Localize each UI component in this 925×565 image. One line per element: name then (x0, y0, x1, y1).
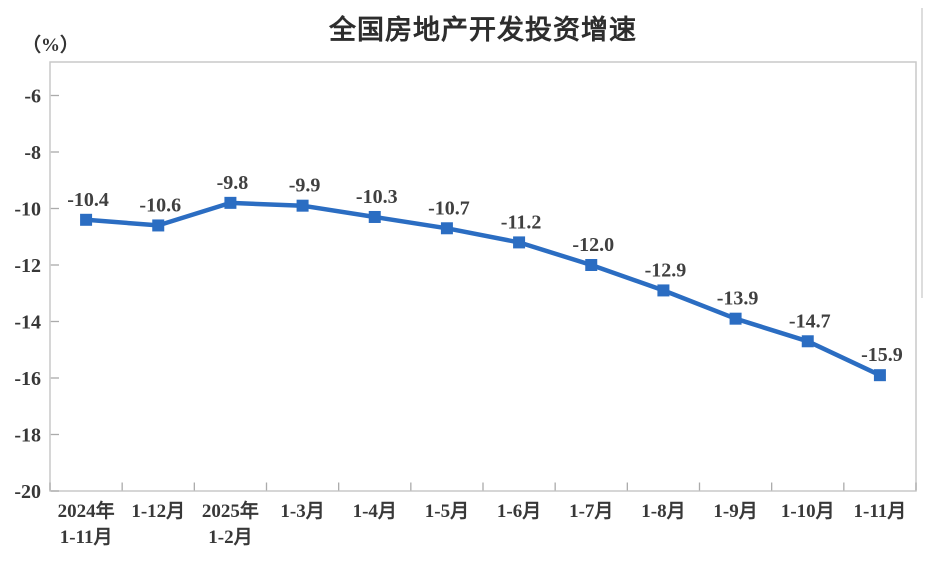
x-tick-label: 1-3月 (280, 501, 324, 522)
x-tick-label: 1-6月 (497, 501, 541, 522)
data-point-marker (801, 335, 814, 348)
data-point-label: -10.4 (67, 189, 109, 211)
data-point-marker (152, 219, 165, 232)
plot-area-border (49, 61, 917, 492)
x-tick-label: 2025年 1-2月 (202, 499, 259, 548)
data-point-marker (513, 236, 526, 249)
data-point-marker (296, 199, 309, 212)
x-tick-label: 2024年 1-11月 (58, 499, 115, 548)
y-tick-label: -18 (14, 425, 41, 447)
data-point-label: -15.9 (861, 344, 903, 366)
x-tick-label: 1-9月 (713, 501, 757, 522)
y-tick-label: -10 (14, 199, 41, 221)
chart-title: 全国房地产开发投资增速 (329, 15, 637, 45)
data-point-marker (729, 312, 742, 325)
data-point-label: -9.8 (217, 172, 249, 194)
x-tick-label: 1-12月 (131, 501, 185, 522)
screenshot-edge-artifact (921, 8, 923, 298)
data-point-marker (224, 196, 237, 209)
data-point-marker (368, 210, 381, 223)
x-tick-label: 1-4月 (353, 501, 397, 522)
data-point-label: -10.6 (139, 194, 181, 216)
y-tick-label: -6 (24, 86, 41, 108)
data-point-marker (440, 222, 453, 235)
data-point-marker (657, 284, 670, 297)
x-tick-label: 1-7月 (569, 501, 613, 522)
data-point-label: -9.9 (289, 175, 321, 197)
data-point-label: -12.0 (572, 234, 614, 256)
data-point-label: -10.7 (428, 197, 470, 219)
x-tick-label: 1-11月 (854, 501, 907, 522)
y-tick-label: -14 (14, 312, 41, 334)
data-point-marker (80, 213, 93, 226)
data-point-label: -10.3 (356, 186, 398, 208)
y-tick-label: -12 (14, 255, 41, 277)
y-tick-label: -16 (14, 368, 41, 390)
y-tick-label: -8 (24, 142, 41, 164)
data-point-marker (585, 259, 598, 271)
data-point-marker (873, 369, 886, 382)
y-tick-label: -20 (14, 481, 41, 503)
x-tick-label: 1-5月 (425, 501, 469, 522)
data-point-label: -14.7 (789, 310, 831, 332)
data-point-label: -11.2 (501, 211, 542, 233)
data-point-label: -12.9 (645, 259, 687, 281)
x-tick-label: 1-8月 (641, 501, 685, 522)
data-point-label: -13.9 (717, 288, 759, 310)
x-tick-label: 1-10月 (781, 501, 835, 522)
y-axis-unit-label: （%） (22, 35, 80, 56)
trend-line (83, 200, 883, 378)
